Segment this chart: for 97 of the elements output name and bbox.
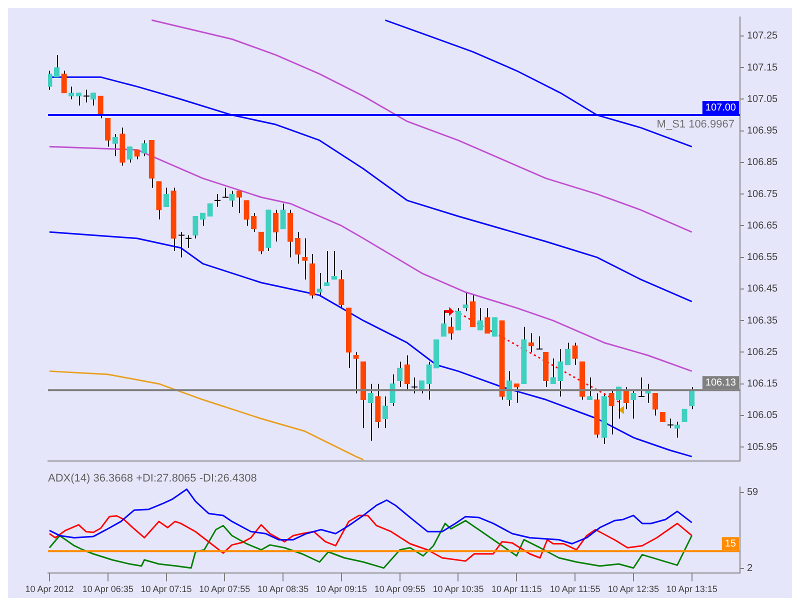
y-tick-label: 2 [747,563,753,574]
candlestick [390,374,396,406]
candlestick [236,190,242,214]
candlestick [338,269,344,308]
candlestick [61,70,67,94]
ref-line-label: 106.13 [705,377,736,388]
candlestick [667,418,674,429]
y-tick-label: 106.35 [747,315,778,326]
x-tick-label: 10 Apr 07:15 [140,584,192,594]
candlestick [484,307,490,334]
y-tick-label: 105.95 [747,442,778,453]
candlestick [586,377,592,400]
annotation: M_S1 106.9967 [656,118,734,131]
y-tick-label: 106.75 [747,188,778,200]
candlestick [550,358,556,384]
candlestick [572,342,578,366]
candlestick [660,412,666,422]
x-tick-label: 10 Apr 07:55 [199,584,250,594]
candlestick [630,390,636,420]
candlestick [652,392,658,416]
candlestick [244,200,250,226]
x-tick-label: 10 Apr 2012 [25,584,74,594]
x-tick-label: 10 Apr 08:35 [258,584,309,594]
candlestick [455,307,462,331]
candlestick [623,386,629,410]
y-tick-label: 106.25 [747,346,778,358]
y-tick-label: 107.25 [747,30,778,42]
candlestick [68,86,74,100]
candlestick [76,92,82,106]
x-tick-label: 10 Apr 11:15 [491,584,542,594]
candlestick [316,272,322,296]
candlestick [608,390,614,435]
chart-title: ADX(14) 36.3668 +DI:27.8065 -DI:26.4308 [48,472,257,485]
x-tick-label: 10 Apr 09:55 [374,584,426,594]
y-tick-label: 59 [747,487,759,498]
y-tick-label: 107.05 [747,94,778,105]
x-tick-label: 10 Apr 13:15 [666,584,718,594]
candlestick [280,203,286,230]
candlestick [178,232,185,258]
candlestick [207,203,213,217]
candlestick [272,209,279,242]
candlestick [185,234,192,248]
candlestick [142,140,148,157]
candlestick [258,232,264,255]
candlestick [536,336,543,350]
candlestick [368,383,374,442]
candlestick [638,377,645,397]
candlestick [411,377,418,394]
y-tick-label: 106.15 [747,378,778,390]
y-tick-label: 106.05 [747,410,778,422]
candlestick [302,238,308,280]
candlestick [470,294,476,328]
y-tick-label: 106.45 [747,284,778,295]
ref-line-label: 107.00 [705,102,736,114]
candlestick [514,383,520,404]
candlestick [200,212,206,226]
candlestick [222,187,229,198]
candlestick [251,212,257,233]
candlestick [397,361,403,388]
y-tick-label: 106.95 [747,126,778,137]
y-tick-label: 106.85 [747,157,778,168]
y-tick-label: 106.65 [747,220,778,232]
candlestick [214,194,221,208]
candlestick [688,386,695,410]
candlestick [564,342,571,366]
candlestick [294,232,300,264]
candlestick [98,96,104,119]
y-tick-label: 106.55 [747,252,778,264]
candlestick [375,383,381,429]
candlestick [48,70,52,90]
x-tick-label: 10 Apr 10:35 [432,584,484,594]
candlestick [54,54,60,78]
x-tick-label: 10 Apr 09:15 [316,584,367,594]
candlestick [192,216,198,239]
candlestick [682,408,688,422]
candlestick [112,134,118,157]
ref-line-label: 15 [724,538,736,550]
candlestick [126,146,133,163]
candlestick [404,354,410,391]
candlestick [558,348,564,397]
x-tick-label: 10 Apr 06:35 [82,584,134,594]
candlestick [440,310,446,337]
candlestick [477,307,483,331]
candlestick [331,250,337,280]
candlestick [83,89,90,103]
candlestick [492,316,498,337]
x-tick-label: 10 Apr 12:35 [608,584,659,594]
candlestick [353,352,359,394]
candlestick [426,361,432,400]
y-tick-label: 107.15 [747,62,778,74]
candlestick [462,292,468,312]
candlestick [163,187,170,208]
x-tick-label: 10 Apr 11:55 [550,584,600,594]
candlestick [134,149,140,160]
candlestick [382,396,388,429]
candlestick [448,316,454,340]
candlestick [105,118,111,148]
